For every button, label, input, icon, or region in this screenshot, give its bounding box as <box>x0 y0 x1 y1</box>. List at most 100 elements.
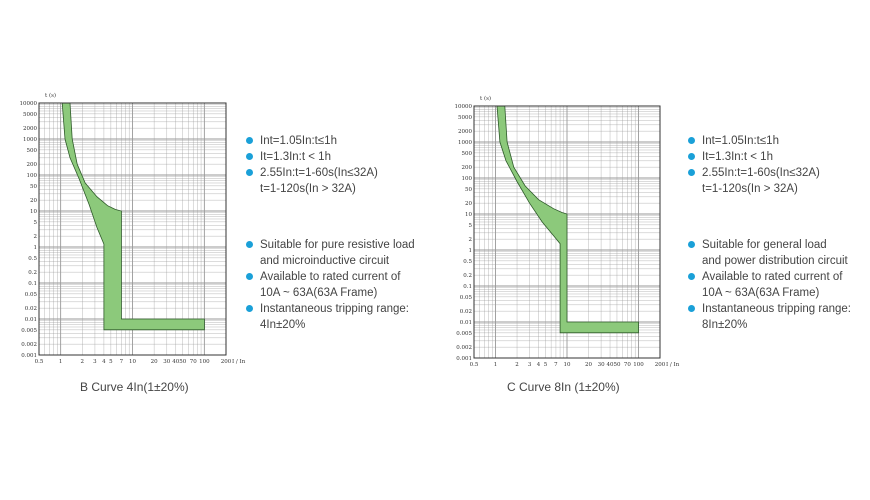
y-tick-label: 500 <box>462 151 473 157</box>
y-tick-label: 5000 <box>23 112 37 118</box>
c-curve-ratings: Int=1.05In:t≤1h It=1.3In:t < 1h 2.55In:t=1… <box>688 133 820 197</box>
note-text: 10A ~ 63A(63A Frame) <box>702 287 820 299</box>
y-tick-label: 0.001 <box>21 353 37 359</box>
y-tick-label: 0.001 <box>456 356 472 362</box>
note-item: Int=1.05In:t≤1h <box>246 133 378 149</box>
x-tick-label: 4 <box>537 362 541 368</box>
x-axis-title: I / In <box>666 362 680 368</box>
b-curve-features: Suitable for pure resistive load and micr… <box>246 237 415 333</box>
y-tick-label: 2 <box>469 237 473 243</box>
note-text: It=1.3In:t < 1h <box>702 151 773 163</box>
x-tick-label: 2 <box>81 359 85 365</box>
plot-frame <box>38 102 227 356</box>
note-text: Suitable for general load <box>702 239 827 251</box>
y-tick-label: 200 <box>27 162 38 168</box>
y-tick-label: 50 <box>30 184 37 190</box>
x-tick-label: 70 <box>190 359 197 365</box>
y-tick-label: 5000 <box>458 115 472 121</box>
x-tick-label: 200 <box>655 362 666 368</box>
y-tick-label: 2 <box>34 234 38 240</box>
x-tick-label: 50 <box>613 362 620 368</box>
x-tick-label: 2 <box>515 362 519 368</box>
y-tick-label: 1000 <box>458 140 472 146</box>
bullet-icon <box>688 241 695 248</box>
bullet-icon <box>688 153 695 160</box>
bullet-icon <box>246 273 253 280</box>
y-tick-label: 50 <box>465 187 472 193</box>
y-tick-label: 5 <box>34 220 38 226</box>
note-text: Available to rated current of <box>702 271 843 283</box>
x-tick-label: 1 <box>59 359 63 365</box>
x-tick-label: 5 <box>109 359 113 365</box>
y-tick-label: 0.005 <box>456 331 472 337</box>
bullet-icon <box>688 169 695 176</box>
x-tick-label: 30 <box>598 362 605 368</box>
note-text: t=1-120s(In > 32A) <box>260 183 356 195</box>
note-text: Int=1.05In:t≤1h <box>260 135 337 147</box>
y-tick-label: 0.5 <box>28 256 37 262</box>
bullet-icon <box>246 305 253 312</box>
y-tick-label: 2000 <box>458 129 472 135</box>
y-tick-label: 0.05 <box>460 295 473 301</box>
y-tick-label: 10 <box>465 212 472 218</box>
x-tick-label: 10 <box>564 362 571 368</box>
y-tick-label: 20 <box>465 201 472 207</box>
x-tick-label: 0.5 <box>35 359 44 365</box>
y-tick-label: 10000 <box>455 104 473 110</box>
x-tick-label: 20 <box>585 362 592 368</box>
y-tick-label: 100 <box>462 176 473 182</box>
bullet-icon <box>688 137 695 144</box>
y-tick-label: 0.002 <box>21 342 37 348</box>
x-tick-label: 50 <box>179 359 186 365</box>
y-tick-label: 1 <box>469 248 473 254</box>
y-tick-label: 0.005 <box>21 328 37 334</box>
x-tick-label: 40 <box>607 362 614 368</box>
note-item: 2.55In:t=1-60s(In≤32A) t=1-120s(In > 32A) <box>246 165 378 197</box>
y-tick-label: 0.02 <box>25 306 37 312</box>
y-tick-label: 0.01 <box>460 320 472 326</box>
note-text: 10A ~ 63A(63A Frame) <box>260 287 378 299</box>
b-curve-chart: 100005000200010005002001005020105210.50.… <box>20 92 246 365</box>
note-item: Int=1.05In:t≤1h <box>688 133 820 149</box>
bullet-icon <box>246 153 253 160</box>
note-text: 2.55In:t=1-60s(In≤32A) <box>702 167 820 179</box>
x-tick-label: 100 <box>199 359 210 365</box>
x-tick-label: 20 <box>151 359 158 365</box>
x-tick-label: 1 <box>494 362 498 368</box>
y-tick-label: 0.002 <box>456 345 472 351</box>
y-tick-label: 100 <box>27 173 38 179</box>
note-item: It=1.3In:t < 1h <box>246 149 378 165</box>
note-item: Available to rated current of 10A ~ 63A(6… <box>246 269 415 301</box>
note-text: Instantaneous tripping range: <box>260 303 409 315</box>
y-tick-label: 0.05 <box>25 292 38 298</box>
note-text: 8In±20% <box>702 319 748 331</box>
c-curve-features: Suitable for general load and power distr… <box>688 237 851 333</box>
b-curve-panel: 10000 5000 2000 1000 500 200 100 50 20 10 5 2 1 0.5 0.… <box>20 92 415 394</box>
y-tick-label: 10000 <box>20 101 38 107</box>
y-tick-label: 20 <box>30 198 37 204</box>
y-tick-label: 0.02 <box>460 309 472 315</box>
x-tick-label: 10 <box>129 359 136 365</box>
x-tick-label: 4 <box>102 359 106 365</box>
x-tick-label: 7 <box>554 362 558 368</box>
y-tick-label: 0.01 <box>25 317 37 323</box>
y-tick-label: 200 <box>462 165 473 171</box>
y-axis-title: t (s) <box>480 95 491 102</box>
note-text: t=1-120s(In > 32A) <box>702 183 798 195</box>
y-tick-label: 5 <box>469 223 473 229</box>
note-item: Instantaneous tripping range: 8In±20% <box>688 301 851 333</box>
x-tick-label: 5 <box>544 362 548 368</box>
note-item: Suitable for general load and power distr… <box>688 237 851 269</box>
y-tick-label: 0.1 <box>28 281 37 287</box>
tripping-band <box>61 102 205 331</box>
note-text: Suitable for pure resistive load <box>260 239 415 251</box>
note-item: Instantaneous tripping range: 4In±20% <box>246 301 415 333</box>
c-curve-chart: 100005000200010005002001005020105210.50.… <box>455 95 680 368</box>
note-text: It=1.3In:t < 1h <box>260 151 331 163</box>
x-tick-label: 40 <box>172 359 179 365</box>
c-curve-panel: 10000 5000 2000 1000 500 200 100 50 20 10 5 2 1 0.5 0.… <box>435 0 870 500</box>
x-tick-label: 30 <box>163 359 170 365</box>
b-curve-caption: B Curve 4In(1±20%) <box>80 380 189 394</box>
c-curve-caption: C Curve 8In (1±20%) <box>507 380 620 394</box>
note-item: 2.55In:t=1-60s(In≤32A) t=1-120s(In > 32A) <box>688 165 820 197</box>
